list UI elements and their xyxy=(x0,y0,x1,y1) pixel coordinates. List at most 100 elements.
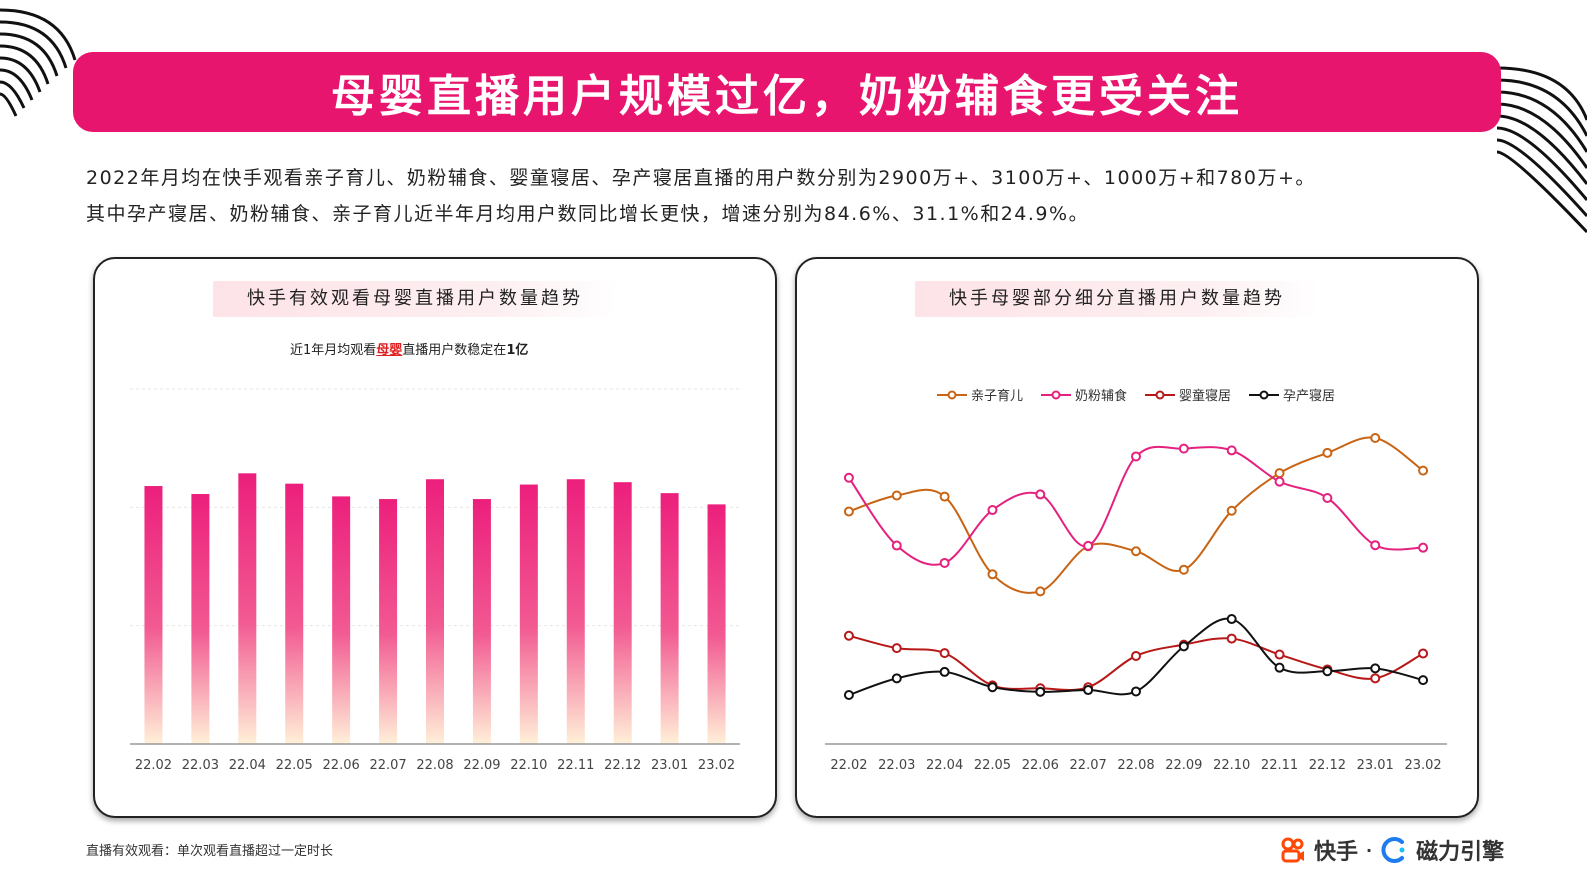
series-2-point-22.03 xyxy=(891,643,902,654)
bar-23.02 xyxy=(707,504,726,744)
x-tick-label: 22.12 xyxy=(604,758,641,773)
bar-chart: 22.02 22.03 22.04 22.05 22.06 22.07 22.08 22.09… xyxy=(130,388,740,773)
cili-logo-text: 磁力引擎 xyxy=(1416,840,1505,865)
series-0-point-22.06 xyxy=(1035,586,1046,597)
legend-item: 亲子育儿 xyxy=(937,385,1023,404)
bar-22.12 xyxy=(613,482,632,744)
series-1-point-22.11 xyxy=(1274,476,1285,487)
series-2-point-22.02 xyxy=(843,630,854,641)
series-0-point-22.05 xyxy=(987,569,998,580)
legend-item: 奶粉辅食 xyxy=(1041,385,1127,404)
series-3-point-22.10 xyxy=(1226,614,1237,625)
x-tick-label: 22.07 xyxy=(1070,758,1107,773)
series-2-point-23.01 xyxy=(1370,673,1381,684)
page-title: 母婴直播用户规模过亿，奶粉辅食更受关注 xyxy=(331,71,1243,122)
title-banner: 母婴直播用户规模过亿，奶粉辅食更受关注 xyxy=(73,52,1501,132)
line-chart-title-text: 快手母婴部分细分直播用户数量趋势 xyxy=(949,288,1285,309)
series-2-point-22.04 xyxy=(939,648,950,659)
series-1-point-22.06 xyxy=(1035,489,1046,500)
bar-chart-title-text: 快手有效观看母婴直播用户数量趋势 xyxy=(247,288,583,309)
bar-chart-card: 快手有效观看母婴直播用户数量趋势 近1年月均观看母婴直播用户数稳定在1亿 22.… xyxy=(93,257,777,818)
line-chart-card: 快手母婴部分细分直播用户数量趋势 亲子育儿 奶粉辅食 婴童寝居 孕产寝居 22.02 2… xyxy=(795,257,1479,818)
kuaishou-logo-text: 快手 xyxy=(1314,840,1359,865)
series-1-point-22.09 xyxy=(1178,443,1189,454)
series-2-point-22.11 xyxy=(1274,649,1285,660)
x-tick-label: 22.08 xyxy=(416,758,453,773)
series-3-point-22.11 xyxy=(1274,662,1285,673)
line-chart-legend: 亲子育儿 奶粉辅食 婴童寝居 孕产寝居 xyxy=(937,385,1335,404)
series-0-point-22.09 xyxy=(1178,564,1189,575)
x-tick-label: 22.12 xyxy=(1309,758,1346,773)
corner-stripes-right xyxy=(1497,66,1587,234)
series-0-point-22.02 xyxy=(843,506,854,517)
cili-logo-icon xyxy=(1381,837,1405,863)
corner-stripes-left xyxy=(0,8,77,117)
note-highlight: 母婴 xyxy=(376,343,403,358)
series-1-point-22.12 xyxy=(1322,492,1333,503)
x-tick-label: 22.02 xyxy=(135,758,172,773)
series-0-point-22.04 xyxy=(939,491,950,502)
series-0-point-22.11 xyxy=(1274,468,1285,479)
series-1-point-22.07 xyxy=(1083,540,1094,551)
brand-logos: 快手 · 磁力引擎 xyxy=(1280,834,1504,866)
series-1-point-22.04 xyxy=(939,557,950,568)
x-tick-label: 22.11 xyxy=(1261,758,1298,773)
legend-marker-icon xyxy=(1145,390,1176,399)
x-tick-label: 22.02 xyxy=(830,758,867,773)
note-bold: 1亿 xyxy=(506,343,529,358)
legend-item: 孕产寝居 xyxy=(1249,385,1335,404)
bar-22.06 xyxy=(332,496,351,744)
intro-line-1: 2022年月均在快手观看亲子育儿、奶粉辅食、婴童寝居、孕产寝居直播的用户数分别为… xyxy=(86,167,1316,189)
series-2-point-22.10 xyxy=(1226,633,1237,644)
legend-marker-icon xyxy=(1041,390,1072,399)
series-3-point-22.07 xyxy=(1083,685,1094,696)
series-1-point-22.03 xyxy=(891,540,902,551)
bar-22.08 xyxy=(426,479,444,744)
series-3-point-23.01 xyxy=(1370,663,1381,674)
logo-separator: · xyxy=(1366,840,1373,860)
bar-22.02 xyxy=(144,486,163,744)
series-3-point-22.06 xyxy=(1035,686,1046,697)
x-tick-label: 23.01 xyxy=(651,758,688,773)
x-tick-label: 22.09 xyxy=(1165,758,1202,773)
series-0-point-22.10 xyxy=(1226,505,1237,516)
legend-label: 孕产寝居 xyxy=(1283,389,1336,404)
series-3-point-22.08 xyxy=(1131,686,1141,697)
x-tick-label: 23.01 xyxy=(1357,758,1394,773)
series-3-point-22.02 xyxy=(843,690,854,701)
x-tick-label: 22.07 xyxy=(369,758,406,773)
series-0-point-22.08 xyxy=(1131,546,1141,557)
legend-marker-icon xyxy=(1249,390,1280,399)
bar-23.01 xyxy=(660,493,679,744)
x-tick-label: 22.04 xyxy=(229,758,266,773)
kuaishou-logo-icon xyxy=(1281,837,1304,863)
series-3-point-22.03 xyxy=(891,673,902,684)
series-3-point-22.05 xyxy=(987,682,998,693)
bar-22.04 xyxy=(238,473,257,744)
intro-text: 2022年月均在快手观看亲子育儿、奶粉辅食、婴童寝居、孕产寝居直播的用户数分别为… xyxy=(86,160,1506,232)
series-0-point-22.12 xyxy=(1322,447,1333,458)
bar-22.05 xyxy=(285,483,304,744)
x-tick-label: 22.05 xyxy=(974,758,1011,773)
legend-item: 婴童寝居 xyxy=(1145,385,1231,404)
series-2-point-22.08 xyxy=(1131,650,1141,661)
series-line-2 xyxy=(848,634,1424,691)
series-1-point-22.08 xyxy=(1131,451,1141,462)
series-0-point-23.01 xyxy=(1370,432,1381,443)
series-1-point-22.02 xyxy=(843,472,854,483)
x-tick-label: 22.08 xyxy=(1117,758,1154,773)
series-2-point-23.02 xyxy=(1418,648,1429,659)
series-3-point-22.12 xyxy=(1322,666,1333,677)
x-tick-label: 22.09 xyxy=(463,758,500,773)
x-tick-label: 23.02 xyxy=(1404,758,1441,773)
series-1-point-23.01 xyxy=(1370,540,1381,551)
x-tick-label: 22.10 xyxy=(1213,758,1250,773)
line-chart: 22.02 22.03 22.04 22.05 22.06 22.07 22.08 22.09… xyxy=(825,432,1447,773)
note-mid: 直播用户数稳定在 xyxy=(402,343,507,358)
x-tick-label: 22.03 xyxy=(182,758,219,773)
series-1-point-23.02 xyxy=(1418,542,1429,553)
legend-marker-icon xyxy=(937,390,967,399)
x-tick-label: 23.02 xyxy=(698,758,735,773)
footer-note: 直播有效观看：单次观看直播超过一定时长 xyxy=(86,844,334,859)
series-3-point-22.04 xyxy=(939,666,950,677)
